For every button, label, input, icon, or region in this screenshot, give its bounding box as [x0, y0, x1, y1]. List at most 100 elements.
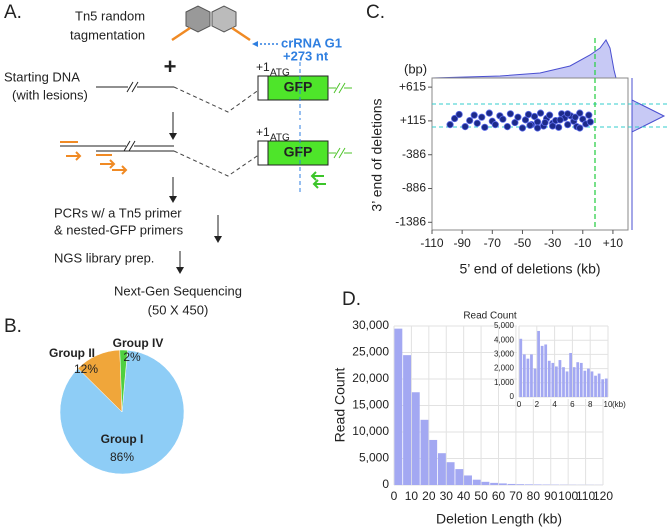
- arrow-head: [252, 41, 258, 47]
- bar: [558, 360, 562, 397]
- point: [536, 109, 545, 117]
- x-tick-label: 110: [576, 489, 595, 503]
- bar: [446, 462, 455, 485]
- y-tick-label: 0: [382, 477, 389, 491]
- label: PCRs w/ a Tn5 primer: [54, 205, 182, 220]
- point: [524, 110, 533, 119]
- point: [466, 116, 474, 125]
- bar: [490, 482, 499, 485]
- dna-dashed: [173, 86, 261, 113]
- marginal-density: [631, 99, 666, 133]
- y-tick-label: 2,000: [494, 364, 515, 373]
- bar: [562, 367, 565, 397]
- point: [549, 122, 557, 130]
- pie-slice: [119, 349, 128, 413]
- gfp-box: [267, 140, 329, 166]
- y-tick-label: -386: [402, 147, 426, 161]
- x-tick-label: 80: [527, 489, 541, 503]
- label: Next-Gen Sequencing: [114, 283, 242, 298]
- point: [521, 116, 530, 124]
- break: [328, 147, 352, 159]
- point: [564, 121, 572, 129]
- bar: [411, 392, 420, 485]
- label: (with lesions): [12, 87, 88, 102]
- y-tick-label: 25,000: [352, 345, 389, 359]
- bar: [579, 362, 583, 397]
- bar: [530, 354, 533, 397]
- x-tick-label: -10: [574, 236, 592, 250]
- bar: [601, 379, 605, 397]
- point: [533, 118, 542, 126]
- bar: [437, 453, 446, 485]
- panel-label: C.: [366, 2, 385, 23]
- bar: [394, 328, 403, 485]
- bar: [547, 360, 551, 397]
- bar: [587, 368, 590, 397]
- bar: [464, 475, 472, 485]
- bar: [472, 479, 481, 485]
- bar: [572, 367, 576, 397]
- bar: [555, 366, 558, 397]
- y-tick-label: 30,000: [352, 318, 389, 332]
- bar: [420, 419, 429, 485]
- utr: [257, 140, 269, 166]
- primer: [100, 159, 116, 169]
- y-tick-label: 3,000: [494, 350, 515, 359]
- point: [514, 113, 522, 121]
- bar: [533, 484, 542, 485]
- point: [503, 123, 511, 131]
- point: [530, 112, 539, 121]
- label: NGS library prep.: [54, 250, 154, 265]
- label: tagmentation: [70, 27, 145, 42]
- point: [470, 111, 478, 119]
- utr: [257, 75, 269, 101]
- x-tick-label: 50: [474, 489, 488, 503]
- break: [126, 81, 139, 93]
- slice-value: 12%: [74, 362, 98, 376]
- bar: [597, 373, 601, 397]
- bar: [526, 358, 530, 397]
- x-unit: (kb): [612, 400, 626, 409]
- x-tick-label: 60: [492, 489, 506, 503]
- x-tick-label: 10: [405, 489, 419, 503]
- point: [571, 113, 579, 121]
- tn5-icon: [211, 5, 237, 33]
- point: [506, 110, 514, 118]
- bar: [519, 338, 523, 397]
- bar: [481, 481, 490, 485]
- label: GFP: [284, 144, 313, 160]
- primer: [312, 179, 326, 189]
- bar: [498, 483, 507, 485]
- label: +273 nt: [283, 48, 329, 63]
- label: Tn5 random: [75, 8, 145, 23]
- diagram: Tn5 random tagmentation crRNA G1 +273 nt…: [4, 5, 352, 317]
- x-tick-label: 120: [593, 489, 613, 503]
- point: [461, 123, 469, 131]
- panel-label: D.: [342, 289, 361, 310]
- y-tick-label: 15,000: [352, 398, 389, 412]
- y-tick-label: +115: [400, 113, 426, 127]
- y-tick-label: 1,000: [494, 378, 515, 387]
- x-tick-label: 100: [558, 489, 578, 503]
- x-tick-label: 20: [422, 489, 436, 503]
- point: [511, 118, 519, 127]
- primer: [310, 171, 324, 181]
- panel-label: A.: [4, 2, 22, 23]
- x-tick-label: 70: [509, 489, 523, 503]
- y-tick-label: -1386: [395, 214, 426, 228]
- y-tick-label: 4,000: [494, 335, 515, 344]
- bar: [594, 375, 597, 397]
- x-tick-label: 90: [544, 489, 558, 503]
- tn5-arm: [171, 26, 191, 42]
- slice-label: Group II: [49, 346, 95, 360]
- x-tick-label: -90: [453, 236, 471, 250]
- bar: [507, 483, 516, 485]
- point: [541, 118, 549, 127]
- x-tick-label: 40: [457, 489, 471, 503]
- arrow-head: [169, 133, 177, 140]
- point: [455, 110, 463, 119]
- bar: [604, 378, 608, 397]
- bar: [565, 371, 569, 397]
- x-tick-label: -30: [544, 236, 562, 250]
- bar: [576, 362, 580, 397]
